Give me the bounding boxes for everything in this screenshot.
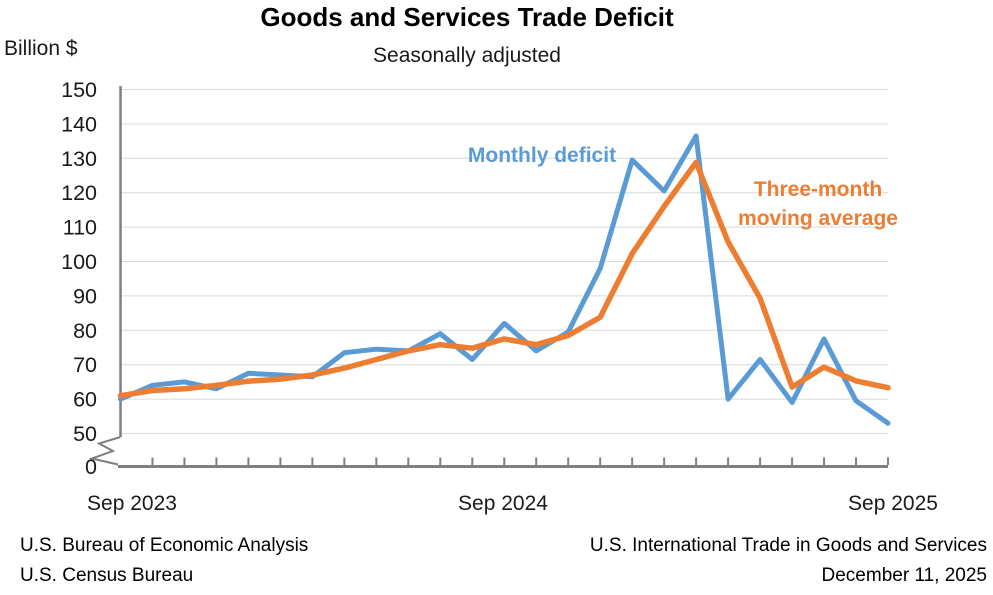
y-tick-label-0: 0 [85,455,97,479]
y-tick-label-150: 150 [61,78,97,102]
moving-average-annotation-line1: Three-month [753,178,883,201]
y-axis-break [88,436,121,466]
source-line-bea: U.S. Bureau of Economic Analysis [20,535,309,556]
chart-title: Goods and Services Trade Deficit [260,2,674,32]
x-tick-label-sep-2023: Sep 2023 [87,492,177,515]
y-tick-label-80: 80 [73,319,97,343]
y-tick-label-50: 50 [73,422,97,446]
series-group [117,133,891,426]
moving-average-annotation-line2: moving average [738,207,898,230]
release-title: U.S. International Trade in Goods and Se… [589,535,987,556]
moving-average-annotation: Three-month moving average [710,175,926,233]
y-tick-label-90: 90 [73,284,97,308]
y-tick-label-70: 70 [73,353,97,377]
axes-group [88,86,889,468]
y-tick-label-140: 140 [61,112,97,136]
moving-average-line [117,159,891,399]
y-tick-label-130: 130 [61,147,97,171]
monthly-deficit-line [118,133,891,426]
release-date: December 11, 2025 [821,565,987,586]
source-line-census: U.S. Census Bureau [20,565,194,586]
chart-subtitle: Seasonally adjusted [373,44,561,67]
x-tick-label-sep-2024: Sep 2024 [458,492,548,515]
y-tick-labels-group: 150 140 130 120 110 100 90 80 70 60 50 0 [61,78,97,479]
x-tick-label-sep-2025: Sep 2025 [848,492,938,515]
monthly-deficit-annotation: Monthly deficit [467,144,617,167]
y-axis-title: Billion $ [4,37,78,60]
y-tick-label-120: 120 [61,181,97,205]
y-tick-label-100: 100 [61,250,97,274]
y-tick-label-60: 60 [73,388,97,412]
y-tick-label-110: 110 [63,216,97,240]
